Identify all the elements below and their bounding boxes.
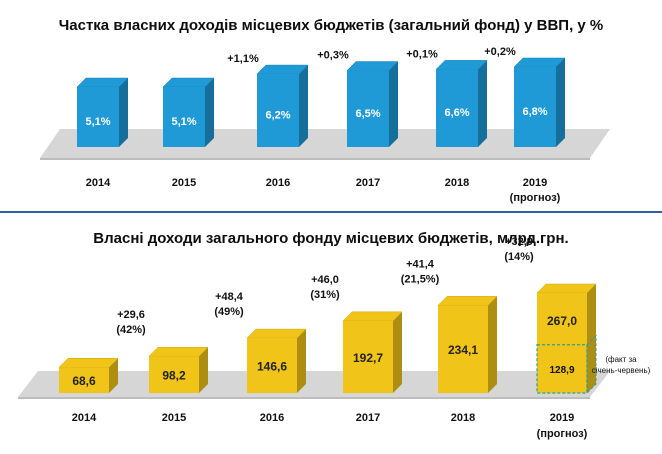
revenue-bar-2018-side — [488, 296, 497, 393]
revenue-value-2016: 146,6 — [257, 360, 287, 374]
revenue-bar-2016 — [247, 338, 297, 393]
revenue-value-2015: 98,2 — [162, 369, 186, 383]
revenue-xnote-2019: (прогноз) — [537, 428, 588, 440]
revenue-inset-value: 128,9 — [549, 365, 574, 376]
gdp-share-bar-2014-top — [76, 77, 129, 88]
gdp-share-value-2018: 6,6% — [444, 107, 469, 119]
chart2-floor-edge — [18, 397, 590, 399]
revenue-bar-2014 — [59, 367, 109, 393]
revenue-bar-2018-top — [437, 296, 498, 306]
gdp-share-bar-2015 — [163, 87, 205, 147]
gdp-share-bar-2016-top — [256, 64, 309, 75]
revenue-change-2017-line2: (31%) — [310, 289, 340, 301]
gdp-share-bar-2016 — [257, 74, 299, 147]
gdp-share-bar-2019-side — [556, 58, 565, 147]
gdp-share-bar-2017-side — [389, 61, 398, 147]
revenue-bar-2017 — [343, 320, 393, 393]
gdp-share-value-2019: 6,8% — [522, 106, 547, 118]
revenue-bar-2017-top — [342, 311, 403, 322]
revenue-xtick-2016: 2016 — [260, 412, 284, 424]
gdp-share-xtick-2018: 2018 — [445, 177, 469, 189]
revenue-xtick-2014: 2014 — [72, 412, 97, 424]
revenue-bar-2014-top — [58, 358, 119, 368]
gdp-share-bar-2014 — [77, 87, 119, 147]
revenue-inset-note-line1: (факт за — [605, 355, 637, 364]
gdp-share-value-2014: 5,1% — [85, 116, 110, 128]
revenue-bar-2017-side — [393, 311, 402, 393]
revenue-xtick-2018: 2018 — [451, 412, 475, 424]
revenue-change-2015-line2: (42%) — [116, 324, 146, 336]
gdp-share-bar-2015-top — [162, 77, 215, 88]
revenue-inset-box — [536, 344, 588, 394]
gdp-share-change-2016: +1,1% — [227, 53, 259, 65]
gdp-share-bar-2019-top — [513, 57, 566, 68]
revenue-value-2019: 267,0 — [547, 314, 577, 328]
gdp-share-bar-2017 — [347, 70, 389, 147]
gdp-share-bar-2018-top — [435, 60, 488, 70]
gdp-share-bar-2016-side — [299, 65, 308, 147]
revenue-bar-2016-side — [297, 329, 306, 393]
chart-title-revenues: Власні доходи загального фонду місцевих … — [93, 230, 569, 247]
revenue-bar-2016-top — [246, 328, 307, 339]
revenue-xtick-2015: 2015 — [162, 412, 186, 424]
revenue-bar-2015-side — [199, 347, 208, 393]
gdp-share-value-2016: 6,2% — [265, 110, 290, 122]
gdp-share-xtick-2019: 2019 — [523, 177, 547, 189]
revenue-bar-2015-top — [148, 346, 209, 357]
revenue-change-2018-line1: +41,4 — [406, 258, 435, 270]
gdp-share-bar-2015-side — [205, 78, 214, 147]
revenue-bar-2019-side — [587, 284, 596, 393]
section-divider — [0, 211, 662, 213]
gdp-share-value-2015: 5,1% — [171, 116, 196, 128]
gdp-share-xnote-2019: (прогноз) — [510, 192, 561, 204]
revenue-xtick-2017: 2017 — [356, 412, 380, 424]
revenue-change-2017-line1: +46,0 — [311, 274, 339, 286]
revenue-value-2017: 192,7 — [353, 351, 383, 365]
revenue-bar-2019 — [537, 293, 587, 393]
revenue-xtick-2019: 2019 — [550, 412, 574, 424]
gdp-share-bar-2017-top — [346, 61, 399, 71]
gdp-share-bar-2019 — [514, 67, 556, 147]
gdp-share-xtick-2017: 2017 — [356, 177, 380, 189]
revenue-bar-2019-top — [536, 283, 597, 294]
revenue-value-2014: 68,6 — [72, 374, 96, 388]
revenue-bar-2014-side — [109, 358, 118, 393]
revenue-inset-side — [586, 334, 597, 395]
gdp-share-change-2019: +0,2% — [484, 46, 516, 58]
gdp-share-xtick-2016: 2016 — [266, 177, 290, 189]
gdp-share-bar-2014-side — [119, 78, 128, 147]
gdp-share-bar-2018-side — [478, 60, 487, 148]
revenue-bar-2015 — [149, 356, 199, 393]
gdp-share-xtick-2014: 2014 — [86, 177, 111, 189]
gdp-share-change-2018: +0,1% — [406, 48, 438, 60]
gdp-share-bar-2018 — [436, 69, 478, 147]
revenue-change-2019-line1: +32,9 — [505, 236, 533, 248]
revenue-change-2019-line2: (14%) — [504, 251, 534, 263]
gdp-share-xtick-2015: 2015 — [172, 177, 196, 189]
gdp-share-value-2017: 6,5% — [355, 108, 380, 120]
revenue-change-2016-line1: +48,4 — [215, 291, 244, 303]
chart-title-gdp-share: Частка власних доходів місцевих бюджетів… — [58, 17, 604, 34]
revenue-inset-note-line2: січень-червень) — [592, 366, 651, 375]
chart1-floor-edge — [40, 158, 590, 160]
revenue-change-2016-line2: (49%) — [214, 306, 244, 318]
gdp-share-change-2017: +0,3% — [317, 50, 349, 62]
revenue-bar-2018 — [438, 305, 488, 393]
revenue-value-2018: 234,1 — [448, 343, 478, 357]
revenue-change-2015-line1: +29,6 — [117, 309, 145, 321]
revenue-change-2018-line2: (21,5%) — [401, 273, 440, 285]
